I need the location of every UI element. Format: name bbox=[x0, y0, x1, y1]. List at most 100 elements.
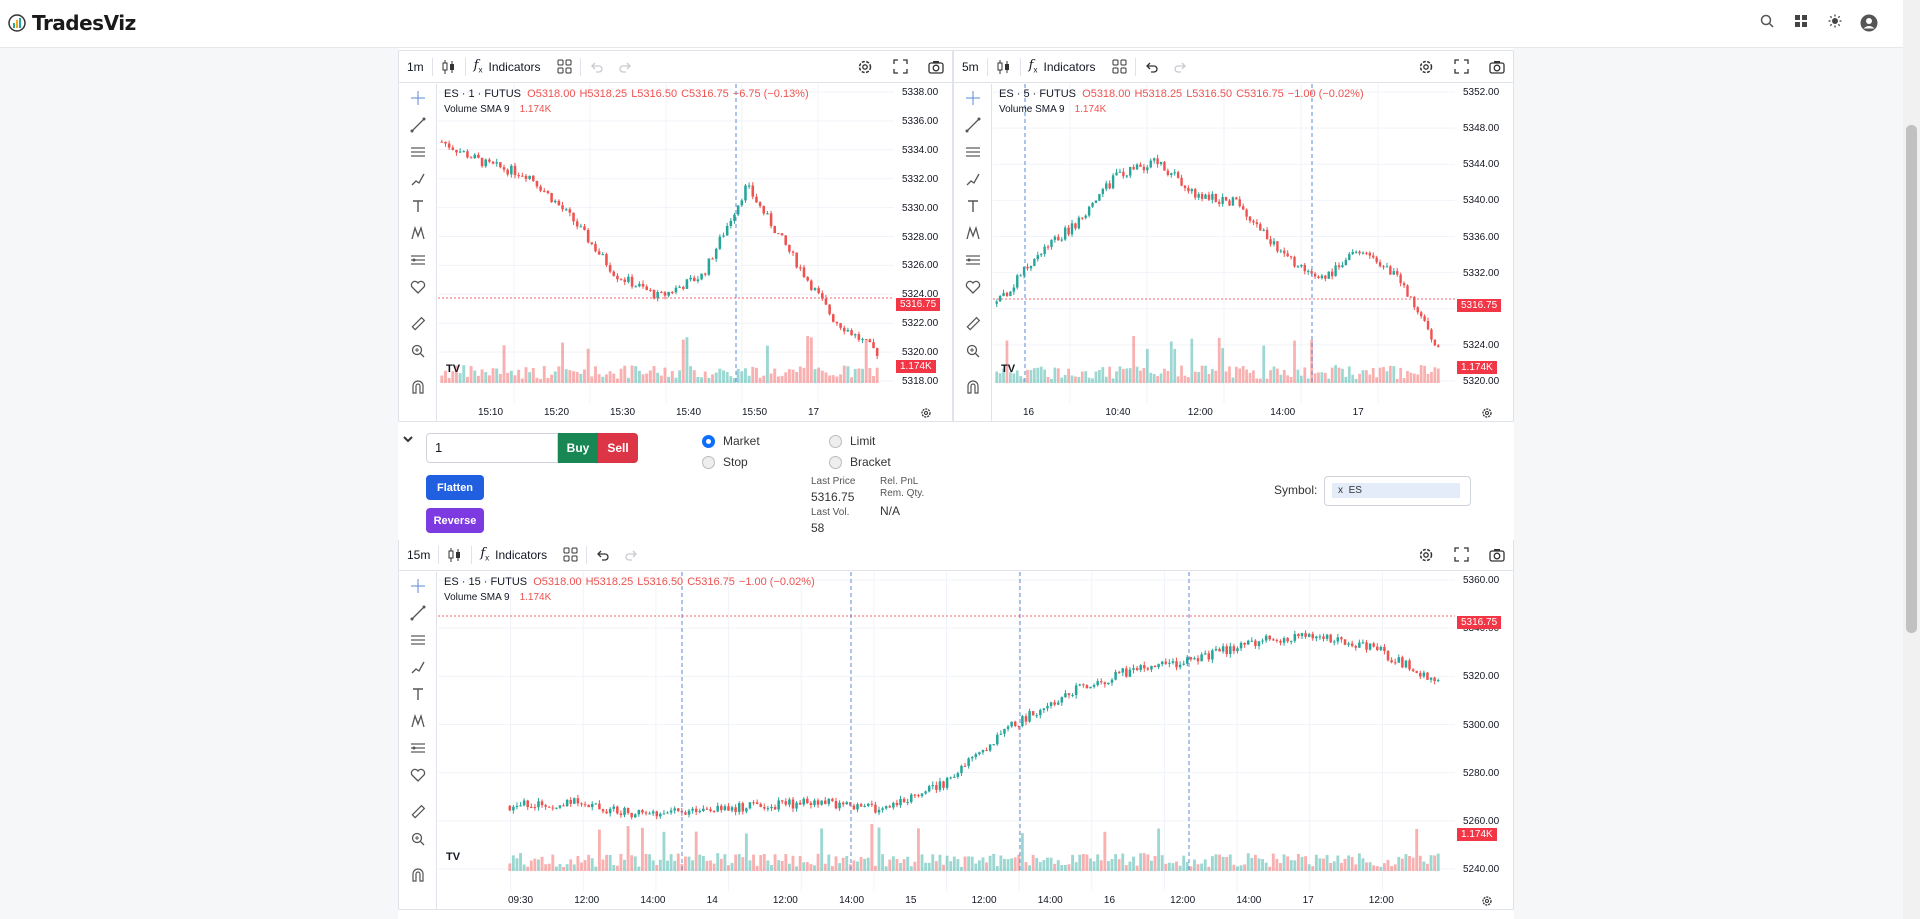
price-axis[interactable]: 5352.00 5348.00 5344.00 5340.00 5336.00 5332.… bbox=[1455, 84, 1515, 403]
forecast-icon[interactable] bbox=[954, 246, 992, 273]
symbol-line[interactable]: ES · 1 · FUTUS bbox=[444, 88, 522, 100]
settings-gear-icon[interactable] bbox=[1410, 539, 1442, 571]
pattern-icon[interactable] bbox=[954, 219, 992, 246]
reverse-button[interactable]: Reverse bbox=[426, 508, 484, 533]
settings-gear-icon[interactable] bbox=[1410, 51, 1442, 83]
camera-icon[interactable] bbox=[1481, 539, 1513, 571]
symbol-line[interactable]: ES · 5 · FUTUS bbox=[999, 88, 1077, 100]
heart-icon[interactable] bbox=[399, 273, 437, 300]
redo-icon[interactable] bbox=[617, 539, 647, 571]
crosshair-icon[interactable] bbox=[954, 84, 992, 111]
layout-icon[interactable] bbox=[1104, 51, 1135, 83]
ruler-icon[interactable] bbox=[399, 310, 437, 337]
text-icon[interactable] bbox=[399, 192, 437, 219]
forecast-icon[interactable] bbox=[399, 734, 437, 761]
text-icon[interactable] bbox=[954, 192, 992, 219]
ruler-icon[interactable] bbox=[954, 310, 992, 337]
remove-icon[interactable]: x bbox=[1338, 485, 1343, 496]
undo-icon[interactable] bbox=[587, 539, 617, 571]
indicators-button[interactable]: fx Indicators bbox=[1021, 51, 1104, 83]
trendline-icon[interactable] bbox=[399, 599, 437, 626]
order-type-bracket[interactable]: Bracket bbox=[829, 455, 891, 469]
zoom-icon[interactable] bbox=[954, 337, 992, 364]
text-icon[interactable] bbox=[399, 680, 437, 707]
scroll-thumb[interactable] bbox=[1906, 125, 1917, 633]
axis-settings-icon[interactable] bbox=[1481, 894, 1493, 912]
indicators-button[interactable]: fx Indicators bbox=[472, 539, 555, 571]
fib-icon[interactable] bbox=[399, 138, 437, 165]
fullscreen-icon[interactable] bbox=[1446, 539, 1477, 571]
tradingview-logo-icon[interactable]: TV bbox=[1001, 363, 1016, 375]
quantity-input[interactable]: 1 bbox=[426, 433, 558, 463]
order-type-stop[interactable]: Stop bbox=[702, 455, 748, 469]
fib-icon[interactable] bbox=[399, 626, 437, 653]
undo-icon[interactable] bbox=[1136, 51, 1166, 83]
camera-icon[interactable] bbox=[920, 51, 952, 83]
indicators-button[interactable]: fx Indicators bbox=[466, 51, 549, 83]
account-icon[interactable] bbox=[1859, 14, 1879, 34]
chart-canvas[interactable]: ES · 1 · FUTUS O5318.00 H5318.25 L5316.50 C… bbox=[438, 84, 894, 403]
zoom-icon[interactable] bbox=[399, 337, 437, 364]
brush-icon[interactable] bbox=[954, 165, 992, 192]
time-axis[interactable]: 15:10 15:20 15:30 15:40 15:50 17 bbox=[438, 403, 894, 423]
magnet-icon[interactable] bbox=[399, 373, 437, 400]
time-axis[interactable]: 16 10:40 12:00 14:00 17 bbox=[993, 403, 1455, 423]
candlestick-chart[interactable] bbox=[993, 84, 1455, 403]
theme-icon[interactable] bbox=[1825, 14, 1845, 34]
redo-icon[interactable] bbox=[1166, 51, 1196, 83]
layout-icon[interactable] bbox=[555, 539, 586, 571]
fullscreen-icon[interactable] bbox=[1446, 51, 1477, 83]
ruler-icon[interactable] bbox=[399, 798, 437, 825]
camera-icon[interactable] bbox=[1481, 51, 1513, 83]
pattern-icon[interactable] bbox=[399, 707, 437, 734]
pattern-icon[interactable] bbox=[399, 219, 437, 246]
flatten-button[interactable]: Flatten bbox=[426, 475, 484, 500]
redo-icon[interactable] bbox=[611, 51, 641, 83]
zoom-icon[interactable] bbox=[399, 825, 437, 852]
fib-icon[interactable] bbox=[954, 138, 992, 165]
order-type-limit[interactable]: Limit bbox=[829, 434, 875, 448]
chart-canvas[interactable]: ES · 5 · FUTUS O5318.00 H5318.25 L5316.50 C… bbox=[993, 84, 1455, 403]
time-axis[interactable]: 09:30 12:00 14:00 14 12:00 14:00 15 12:00 14:00 1… bbox=[438, 891, 1455, 911]
crosshair-icon[interactable] bbox=[399, 572, 437, 599]
brush-icon[interactable] bbox=[399, 165, 437, 192]
settings-gear-icon[interactable] bbox=[849, 51, 881, 83]
heart-icon[interactable] bbox=[954, 273, 992, 300]
candle-body bbox=[733, 214, 736, 221]
sell-button[interactable]: Sell bbox=[598, 433, 638, 463]
forecast-icon[interactable] bbox=[399, 246, 437, 273]
fullscreen-icon[interactable] bbox=[885, 51, 916, 83]
symbol-select[interactable]: x ES bbox=[1324, 476, 1471, 506]
brush-icon[interactable] bbox=[399, 653, 437, 680]
page-scrollbar[interactable] bbox=[1903, 0, 1920, 919]
search-icon[interactable] bbox=[1757, 14, 1777, 34]
interval-selector[interactable]: 5m bbox=[962, 59, 979, 74]
axis-settings-icon[interactable] bbox=[1481, 406, 1493, 424]
interval-selector[interactable]: 1m bbox=[407, 59, 424, 74]
crosshair-icon[interactable] bbox=[399, 84, 437, 111]
tradingview-logo-icon[interactable]: TV bbox=[446, 363, 461, 375]
candlestick-chart[interactable] bbox=[438, 84, 894, 403]
trendline-icon[interactable] bbox=[399, 111, 437, 138]
layout-icon[interactable] bbox=[549, 51, 580, 83]
axis-settings-icon[interactable] bbox=[920, 406, 932, 424]
undo-icon[interactable] bbox=[581, 51, 611, 83]
heart-icon[interactable] bbox=[399, 761, 437, 788]
buy-button[interactable]: Buy bbox=[558, 433, 598, 463]
chart-type-button[interactable] bbox=[439, 539, 471, 571]
magnet-icon[interactable] bbox=[954, 373, 992, 400]
candlestick-chart[interactable] bbox=[438, 572, 1455, 891]
interval-selector[interactable]: 15m bbox=[407, 547, 431, 562]
app-logo[interactable]: TradesViz bbox=[8, 11, 136, 35]
magnet-icon[interactable] bbox=[399, 861, 437, 888]
price-axis[interactable]: 5338.00 5336.00 5334.00 5332.00 5330.00 5328.… bbox=[894, 84, 954, 403]
order-type-market[interactable]: Market bbox=[702, 434, 760, 448]
chart-type-button[interactable] bbox=[988, 51, 1020, 83]
chart-canvas[interactable]: ES · 15 · FUTUS O5318.00 H5318.25 L5316.50… bbox=[438, 572, 1455, 891]
chart-type-button[interactable] bbox=[433, 51, 465, 83]
tradingview-logo-icon[interactable]: TV bbox=[446, 851, 461, 863]
chevron-down-icon[interactable] bbox=[402, 433, 414, 447]
trendline-icon[interactable] bbox=[954, 111, 992, 138]
grid-icon[interactable] bbox=[1791, 14, 1811, 34]
symbol-line[interactable]: ES · 15 · FUTUS bbox=[444, 576, 528, 588]
